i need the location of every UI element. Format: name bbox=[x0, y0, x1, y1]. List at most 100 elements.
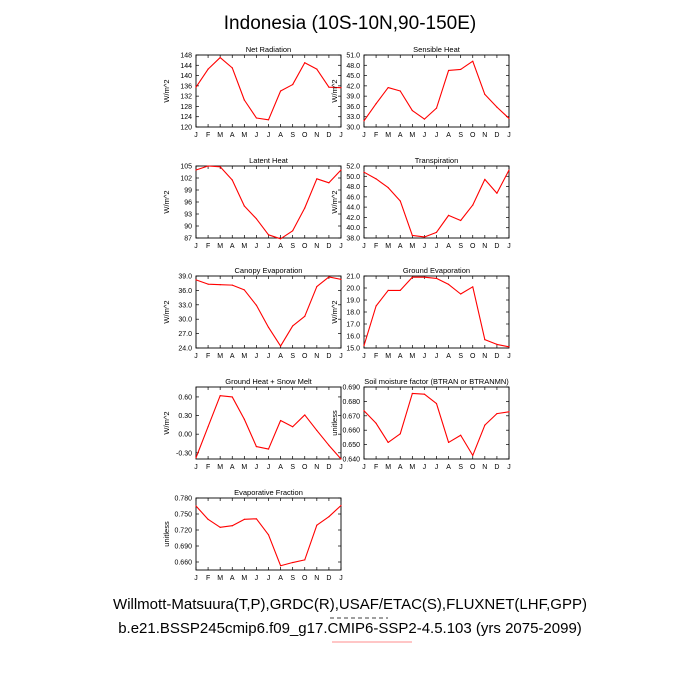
x-tick-label: A bbox=[446, 464, 451, 471]
data-point bbox=[484, 424, 486, 426]
data-point bbox=[328, 444, 330, 446]
data-point bbox=[243, 289, 245, 291]
data-point bbox=[231, 179, 233, 181]
data-point bbox=[496, 106, 498, 108]
x-tick-label: O bbox=[302, 132, 308, 139]
data-point bbox=[328, 182, 330, 184]
x-tick-label: J bbox=[507, 243, 511, 250]
y-tick-label: 42.0 bbox=[346, 83, 360, 90]
data-point bbox=[195, 457, 197, 459]
x-tick-label: A bbox=[398, 243, 403, 250]
series-line bbox=[195, 505, 342, 567]
y-axis-label: W/m^2 bbox=[330, 79, 339, 102]
x-tick-label: M bbox=[409, 132, 415, 139]
x-tick-label: M bbox=[217, 575, 223, 582]
x-tick-label: D bbox=[326, 243, 331, 250]
x-tick-label: J bbox=[339, 575, 343, 582]
plot-frame bbox=[195, 54, 342, 128]
data-point bbox=[411, 276, 413, 278]
x-tick-label: A bbox=[278, 464, 283, 471]
data-point bbox=[292, 83, 294, 86]
data-point bbox=[508, 169, 510, 171]
x-tick-label: A bbox=[446, 132, 451, 139]
data-point bbox=[195, 279, 197, 281]
data-point bbox=[292, 325, 294, 327]
x-tick-label: S bbox=[458, 464, 463, 471]
data-point bbox=[279, 238, 282, 240]
series-line bbox=[195, 57, 342, 121]
data-point bbox=[411, 109, 413, 112]
data-point bbox=[375, 178, 377, 180]
data-point bbox=[460, 434, 462, 436]
x-tick-label: M bbox=[241, 132, 247, 139]
x-tick-label: J bbox=[255, 243, 259, 250]
data-point bbox=[423, 393, 426, 395]
data-point bbox=[292, 230, 294, 232]
x-tick-label: J bbox=[267, 353, 271, 360]
data-point bbox=[219, 284, 221, 286]
x-tick-label: M bbox=[241, 575, 247, 582]
y-tick-label: 0.670 bbox=[342, 413, 360, 420]
x-tick-label: M bbox=[217, 132, 223, 139]
x-tick-label: A bbox=[230, 353, 235, 360]
x-tick-label: N bbox=[314, 464, 319, 471]
y-tick-label: 18.0 bbox=[346, 310, 360, 317]
chart-panel-9: Evaporative Fraction unitless 0.780 0.750 0.… bbox=[162, 488, 343, 582]
y-tick-label: 128 bbox=[180, 104, 192, 111]
y-tick-label: 0.780 bbox=[174, 496, 192, 503]
x-tick-label: D bbox=[326, 575, 331, 582]
data-point bbox=[316, 178, 318, 180]
y-tick-label: 42.0 bbox=[346, 215, 360, 222]
x-tick-label: J bbox=[339, 464, 343, 471]
data-point bbox=[195, 505, 197, 507]
data-point bbox=[328, 516, 330, 518]
y-tick-label: -0.30 bbox=[176, 450, 192, 457]
data-point bbox=[508, 346, 510, 348]
x-tick-label: J bbox=[339, 353, 343, 360]
x-tick-label: F bbox=[374, 132, 378, 139]
y-tick-label: 0.680 bbox=[342, 399, 360, 406]
x-tick-label: A bbox=[278, 243, 283, 250]
x-tick-label: S bbox=[290, 243, 295, 250]
chart-panel-1: Net Radiation W/m^2 148 144 140 136 132 128 124 1… bbox=[162, 45, 343, 139]
x-tick-label: J bbox=[194, 464, 198, 471]
x-tick-label: J bbox=[194, 353, 198, 360]
x-tick-label: M bbox=[385, 132, 391, 139]
y-tick-label: 0.720 bbox=[174, 528, 192, 535]
x-tick-label: J bbox=[435, 132, 439, 139]
data-point bbox=[316, 285, 318, 288]
x-tick-label: J bbox=[255, 132, 259, 139]
data-point bbox=[496, 192, 498, 194]
data-point bbox=[447, 69, 450, 72]
x-tick-label: O bbox=[302, 464, 308, 471]
chart-panel-7: Ground Heat + Snow Melt W/m^2 0.60 0.30 0.00… bbox=[162, 377, 343, 471]
x-tick-label: J bbox=[267, 243, 271, 250]
x-tick-label: F bbox=[206, 575, 210, 582]
y-tick-label: 0.30 bbox=[178, 413, 192, 420]
x-tick-label: N bbox=[314, 132, 319, 139]
x-tick-label: J bbox=[362, 353, 366, 360]
panel-title: Net Radiation bbox=[246, 45, 291, 54]
data-point bbox=[279, 565, 282, 567]
x-tick-label: D bbox=[326, 132, 331, 139]
y-axis-label: W/m^2 bbox=[162, 411, 171, 434]
data-point bbox=[255, 117, 258, 119]
data-point bbox=[340, 169, 342, 171]
y-tick-label: 40.0 bbox=[346, 225, 360, 232]
y-tick-label: 24.0 bbox=[178, 346, 192, 353]
y-tick-label: 90 bbox=[184, 224, 192, 231]
x-tick-label: A bbox=[398, 353, 403, 360]
x-tick-label: O bbox=[470, 353, 476, 360]
data-point bbox=[460, 68, 462, 70]
y-tick-label: 140 bbox=[180, 73, 192, 80]
data-point bbox=[484, 178, 486, 180]
y-tick-label: 99 bbox=[184, 188, 192, 195]
data-point bbox=[363, 345, 365, 347]
y-axis-label: W/m^2 bbox=[330, 190, 339, 213]
y-tick-label: 148 bbox=[180, 53, 192, 60]
x-tick-label: M bbox=[217, 353, 223, 360]
x-tick-label: S bbox=[290, 575, 295, 582]
y-tick-label: 105 bbox=[180, 164, 192, 171]
data-point bbox=[399, 433, 401, 435]
